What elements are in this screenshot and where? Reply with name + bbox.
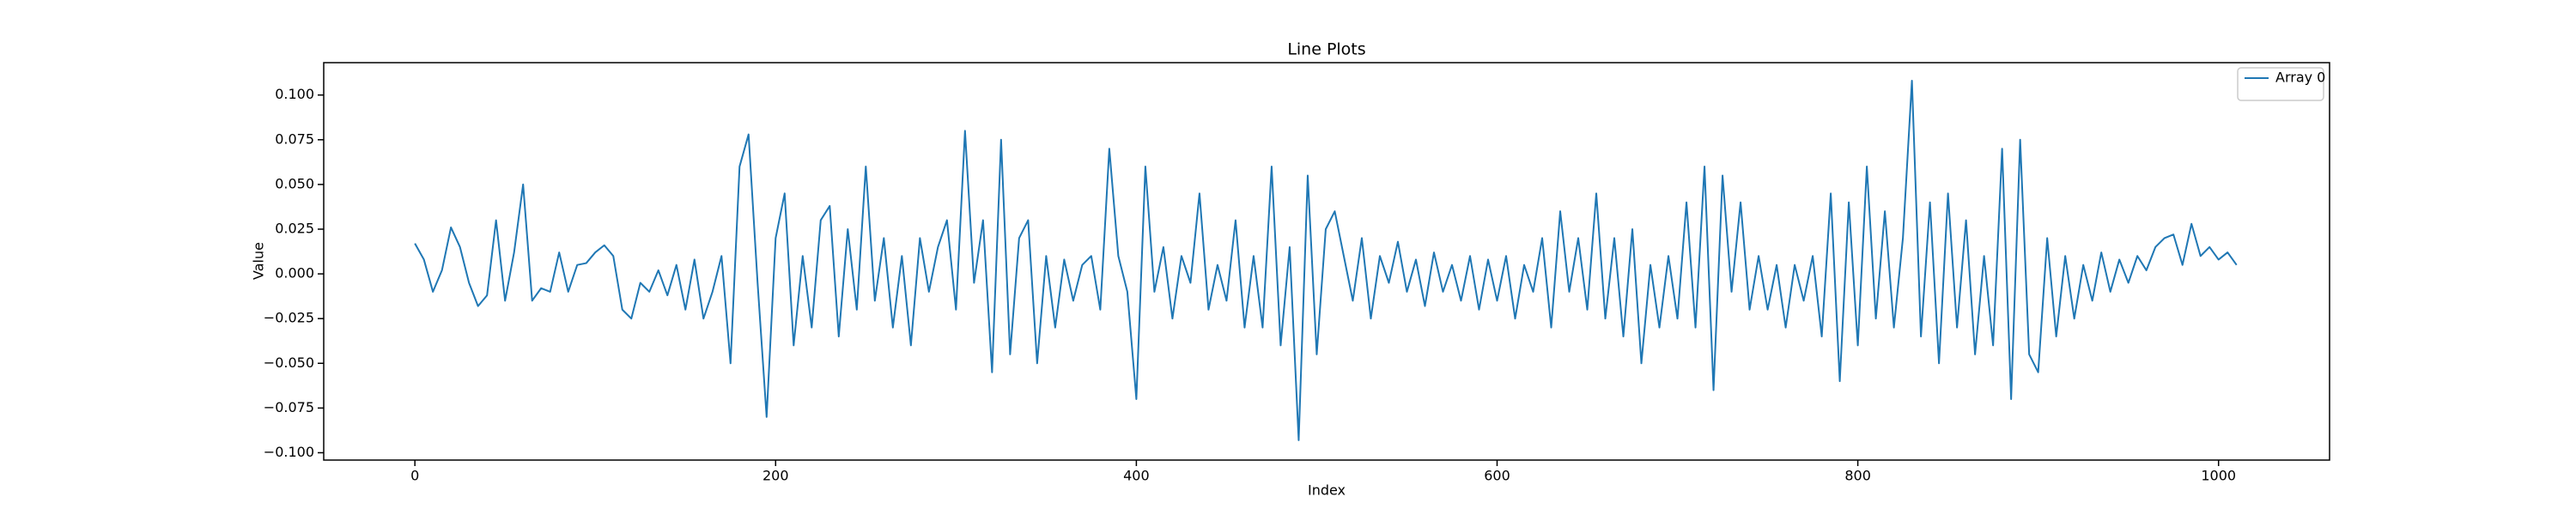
y-tick-label: 0.075: [275, 130, 314, 147]
x-tick-label: 400: [1123, 468, 1150, 484]
chart-title: Line Plots: [1287, 40, 1365, 59]
x-tick-label: 0: [410, 468, 419, 484]
y-tick-label: −0.050: [264, 354, 314, 371]
y-tick-label: 0.050: [275, 175, 314, 191]
x-tick-label: 200: [762, 468, 789, 484]
y-tick-label: −0.100: [264, 444, 314, 460]
data-line: [414, 80, 2238, 441]
legend-label: Array 0: [2275, 70, 2325, 86]
x-tick-label: 1000: [2201, 468, 2236, 484]
y-tick-label: 0.000: [275, 265, 314, 282]
x-axis-label: Index: [1308, 482, 1346, 499]
legend-box: [2237, 67, 2324, 101]
x-tick-label: 600: [1484, 468, 1510, 484]
y-tick-label: −0.075: [264, 399, 314, 415]
plot-frame: [323, 62, 2330, 461]
y-tick-label: 0.025: [275, 220, 314, 236]
y-tick-label: −0.025: [264, 310, 314, 326]
y-axis-label: Value: [251, 242, 267, 280]
y-tick-label: 0.100: [275, 86, 314, 102]
x-tick-label: 800: [1844, 468, 1871, 484]
